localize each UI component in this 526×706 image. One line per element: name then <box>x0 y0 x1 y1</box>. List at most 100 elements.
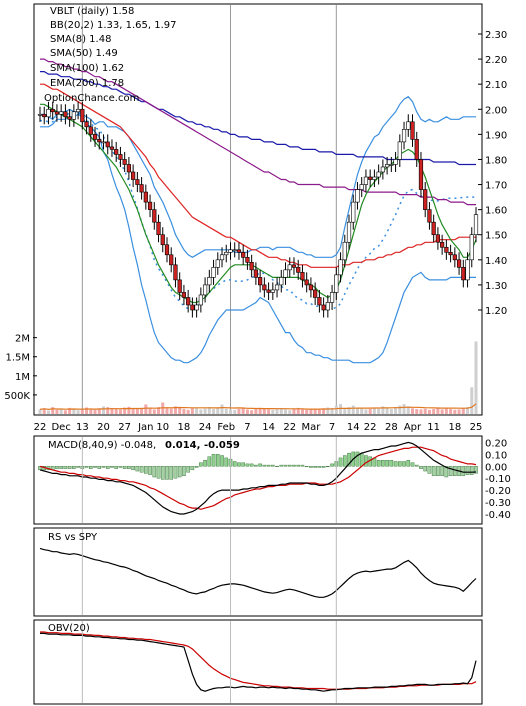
volume-bar <box>267 409 271 414</box>
macd-histogram-bar <box>271 464 275 467</box>
macd-histogram-bar <box>410 462 415 467</box>
legend-entry: SMA(100) 1.62 <box>50 63 124 74</box>
macd-histogram-bar <box>232 461 237 467</box>
volume-bar <box>377 408 381 414</box>
candle-body <box>363 176 369 185</box>
candle-body <box>262 284 267 291</box>
volume-y-tick: 500K <box>4 391 30 402</box>
volume-bar <box>436 408 440 414</box>
macd-y-tick: 0.00 <box>485 462 507 473</box>
macd-histogram-bar <box>194 466 199 468</box>
candle-body <box>461 267 466 281</box>
volume-bar <box>470 387 474 414</box>
candle-body <box>88 126 93 135</box>
volume-bar <box>228 409 232 414</box>
macd-histogram-bar <box>127 466 131 469</box>
candle-body <box>338 259 343 276</box>
volume-bar <box>42 408 46 414</box>
candle-body <box>283 269 288 278</box>
volume-bar <box>258 407 262 414</box>
candle-body <box>118 154 123 160</box>
macd-histogram-bar <box>76 466 80 468</box>
volume-bar <box>85 407 89 414</box>
candle-body <box>114 149 119 155</box>
volume-bar <box>457 409 461 414</box>
macd-histogram-bar <box>359 452 364 467</box>
x-axis-label: 22 <box>364 422 377 433</box>
candle-body <box>414 139 419 160</box>
candle-body <box>71 111 76 120</box>
macd-y-tick: -0.30 <box>485 498 511 509</box>
candle-body <box>440 241 445 248</box>
volume-bar <box>131 408 135 414</box>
candle-body <box>435 234 441 243</box>
candle-body <box>406 121 411 130</box>
price-y-tick: 1.60 <box>485 206 507 217</box>
candle-body <box>50 108 55 113</box>
macd-histogram-bar <box>131 466 135 471</box>
volume-average-line <box>39 403 477 411</box>
volume-bar <box>46 410 50 414</box>
legend-entry: EMA(200) 1.78 <box>50 78 124 89</box>
macd-histogram-bar <box>144 466 148 474</box>
candle-body <box>126 164 131 173</box>
candle-body <box>84 121 89 128</box>
candle-body <box>186 297 191 306</box>
sma100-line <box>40 58 476 206</box>
volume-bar <box>173 406 177 414</box>
volume-bar <box>334 405 338 414</box>
macd-histogram-bar <box>262 464 267 467</box>
volume-bar <box>101 406 105 414</box>
candle-body <box>308 284 314 291</box>
volume-bar <box>144 404 148 414</box>
candle-body <box>423 189 428 210</box>
x-axis-label: Mar <box>301 422 321 433</box>
x-axis-label: Jan <box>137 422 153 433</box>
volume-bar <box>216 407 220 414</box>
macd-histogram-bar <box>139 466 144 473</box>
candle-body <box>355 189 360 203</box>
macd-histogram-bar <box>241 462 245 467</box>
volume-bar <box>135 409 139 414</box>
bb-middle-line <box>40 112 476 310</box>
candle-body <box>147 201 153 210</box>
macd-histogram-bar <box>296 464 301 467</box>
rs-line <box>39 547 477 598</box>
price-y-tick: 2.30 <box>485 30 507 41</box>
volume-bar <box>55 409 59 414</box>
macd-histogram-bar <box>355 451 360 467</box>
candle-body <box>397 141 402 160</box>
macd-histogram-bar <box>114 466 118 469</box>
macd-y-tick: 0.10 <box>485 450 507 461</box>
macd-histogram-bar <box>364 455 368 467</box>
x-axis-label: 14 <box>262 422 275 433</box>
macd-histogram-bar <box>292 464 296 467</box>
x-axis-label: 7 <box>329 422 335 433</box>
macd-histogram-bar <box>254 464 258 467</box>
volume-bar <box>360 408 364 414</box>
volume-y-tick: 2M <box>15 334 30 345</box>
candle-body <box>105 141 110 148</box>
volume-bar <box>207 407 211 414</box>
macd-legend: MACD(8,40,9) -0.048, 0.014, -0.059 <box>48 440 240 451</box>
volume-bar <box>233 409 237 414</box>
volume-bar <box>453 409 457 414</box>
volume-bar <box>93 409 97 414</box>
macd-histogram-bar <box>381 460 385 467</box>
volume-bar <box>440 409 444 414</box>
macd-histogram-bar <box>249 463 254 467</box>
candle-body <box>241 251 246 258</box>
macd-histogram-bar <box>101 466 106 468</box>
volume-bar <box>432 409 436 414</box>
price-y-tick: 1.30 <box>485 281 507 292</box>
candle-body <box>109 146 115 150</box>
volume-bar <box>224 408 228 414</box>
volume-bar <box>195 408 199 414</box>
macd-histogram-bar <box>59 466 63 469</box>
candle-body <box>101 141 106 144</box>
x-axis-label: 10 <box>156 422 169 433</box>
candle-body <box>54 111 60 115</box>
volume-bar <box>343 408 347 414</box>
macd-histogram-bar <box>300 464 305 467</box>
